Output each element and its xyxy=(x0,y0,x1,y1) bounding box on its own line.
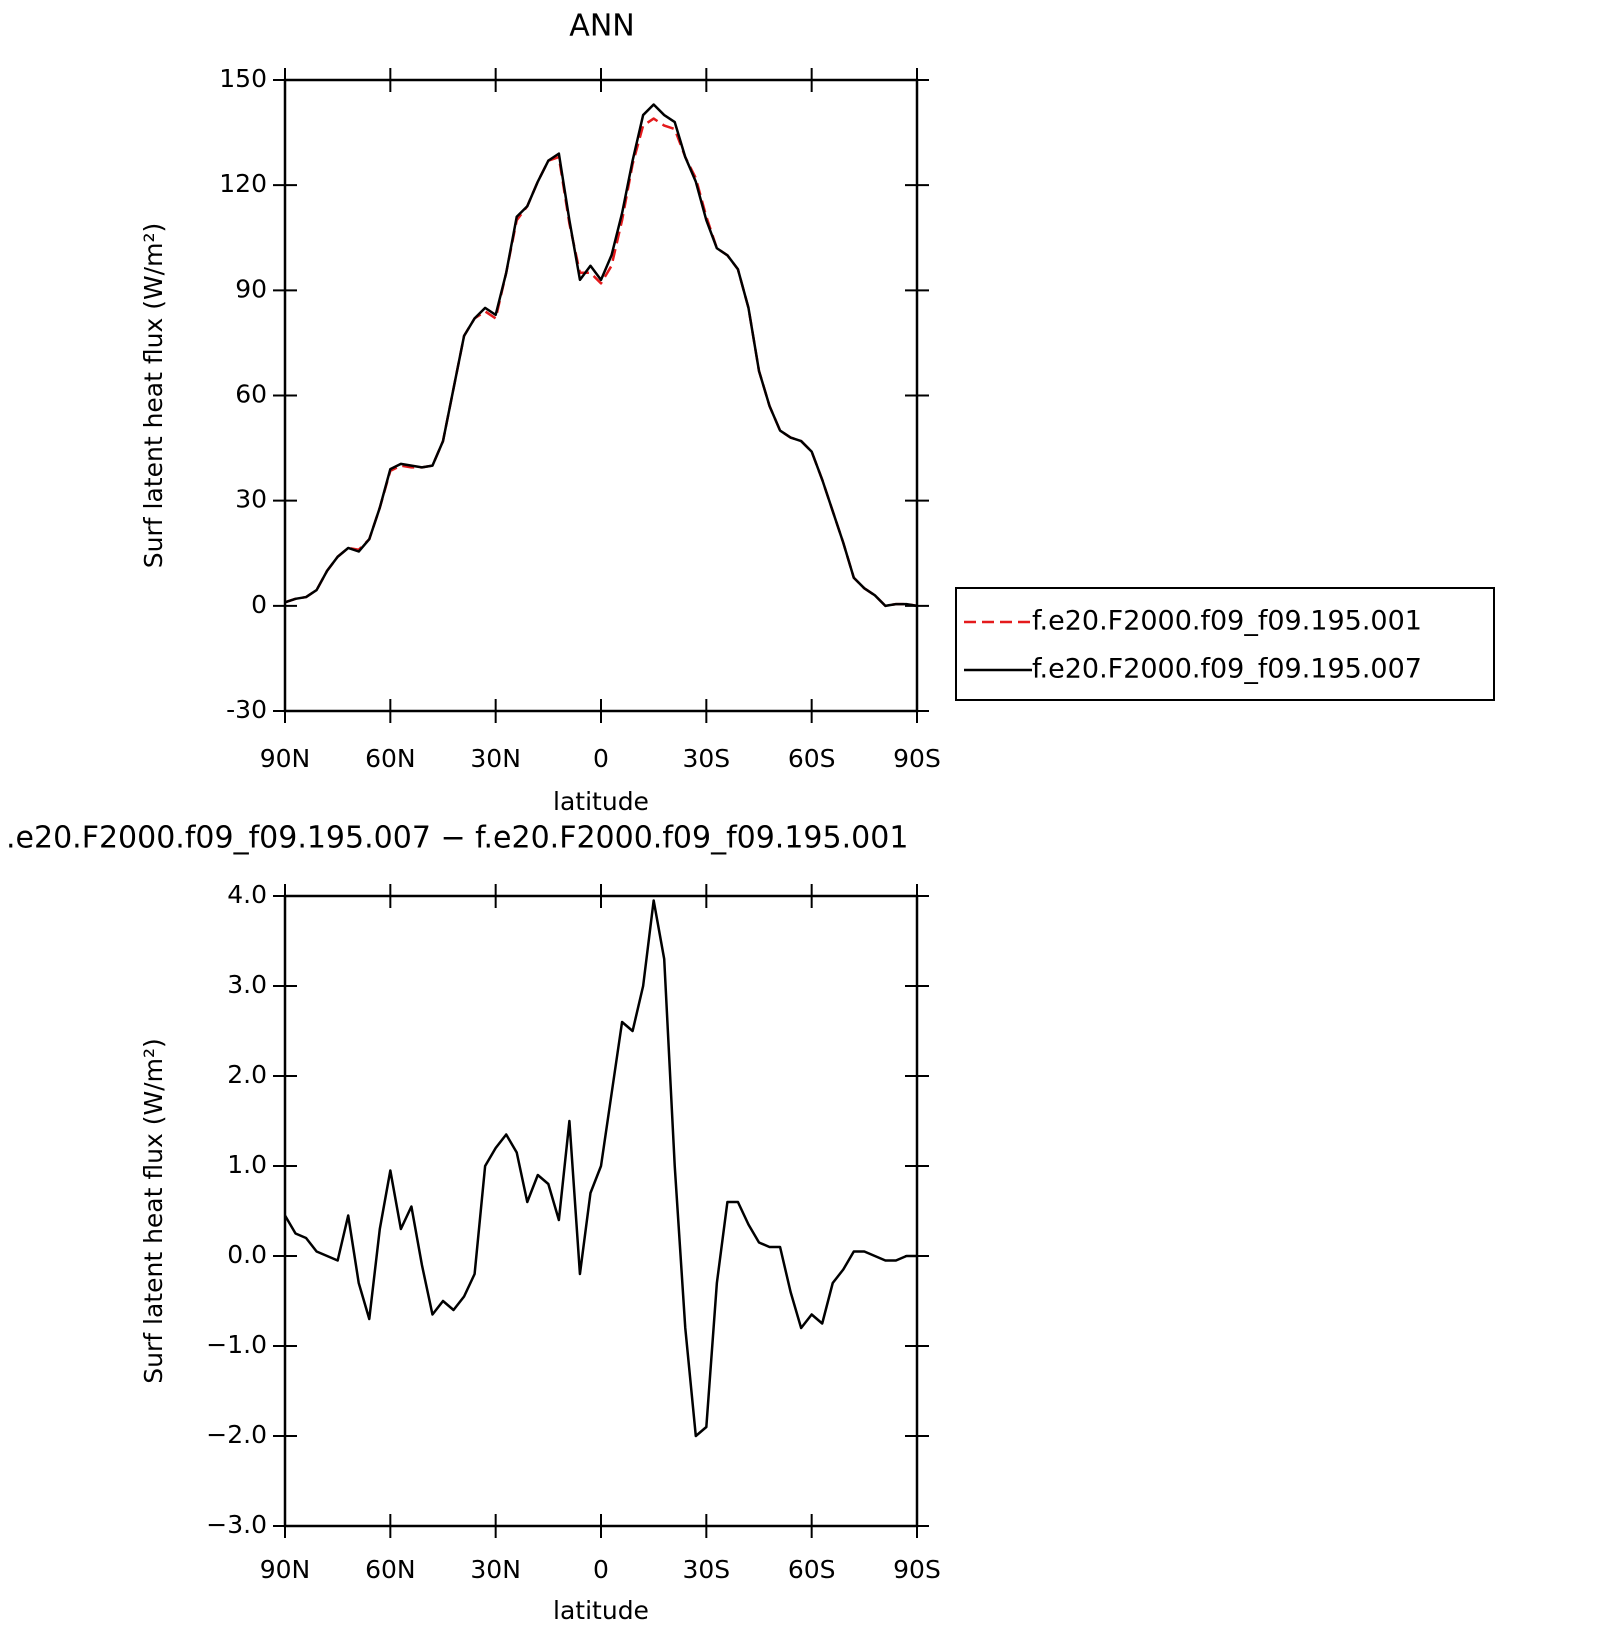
y-tick-label: 0 xyxy=(251,590,267,619)
y-tick-label: 0.0 xyxy=(227,1240,267,1269)
x-tick-label: 60N xyxy=(365,1555,416,1584)
x-tick-label: 30N xyxy=(470,1555,521,1584)
y-tick-label: 1.0 xyxy=(227,1150,267,1179)
x-tick-label: 30N xyxy=(470,744,521,773)
x-tick-label: 90N xyxy=(260,1555,311,1584)
y-axis-label: Surf latent heat flux (W/m²) xyxy=(139,1038,168,1383)
y-tick-label: 2.0 xyxy=(227,1060,267,1089)
x-tick-label: 60S xyxy=(788,744,836,773)
x-tick-label: 30S xyxy=(682,1555,730,1584)
y-tick-label: 150 xyxy=(219,64,267,93)
x-tick-label: 0 xyxy=(593,744,609,773)
x-tick-label: 90N xyxy=(260,744,311,773)
y-tick-label: −1.0 xyxy=(206,1330,267,1359)
chart-title: .e20.F2000.f09_f09.195.007 − f.e20.F2000… xyxy=(6,821,908,856)
data-line xyxy=(284,117,918,608)
plot-frame xyxy=(283,894,919,1528)
y-tick-label: -30 xyxy=(226,695,267,724)
chart-title: ANN xyxy=(569,9,634,44)
y-tick-label: 3.0 xyxy=(227,970,267,999)
x-axis-label: latitude xyxy=(553,787,649,816)
y-tick-label: 60 xyxy=(235,380,267,409)
y-tick-label: 4.0 xyxy=(227,880,267,909)
x-tick-label: 90S xyxy=(893,744,941,773)
legend-label: f.e20.F2000.f09_f09.195.001 xyxy=(1032,606,1422,637)
y-axis-label: Surf latent heat flux (W/m²) xyxy=(139,223,168,568)
x-tick-label: 60N xyxy=(365,744,416,773)
x-tick-label: 60S xyxy=(788,1555,836,1584)
y-tick-label: 30 xyxy=(235,485,267,514)
y-tick-label: 120 xyxy=(219,169,267,198)
plot-frame xyxy=(283,78,919,713)
x-tick-label: 0 xyxy=(593,1555,609,1584)
y-tick-label: −2.0 xyxy=(206,1420,267,1449)
y-tick-label: 90 xyxy=(235,274,267,303)
x-tick-label: 90S xyxy=(893,1555,941,1584)
data-line xyxy=(283,899,917,1438)
x-tick-label: 30S xyxy=(682,744,730,773)
x-axis-label: latitude xyxy=(553,1596,649,1625)
legend-label: f.e20.F2000.f09_f09.195.007 xyxy=(1032,654,1422,685)
legend-box xyxy=(955,587,1495,701)
y-tick-label: −3.0 xyxy=(206,1510,267,1539)
data-line xyxy=(284,103,918,608)
